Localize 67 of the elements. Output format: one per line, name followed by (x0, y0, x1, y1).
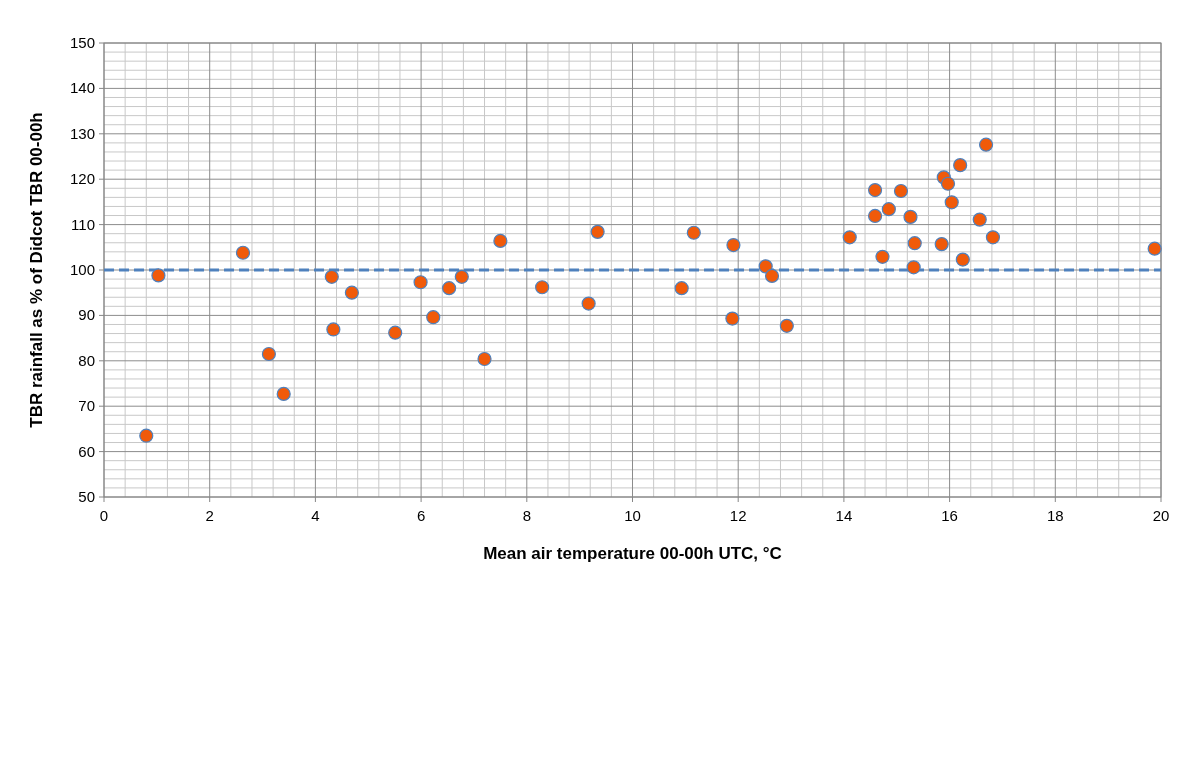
point (725, 311, 740, 326)
y-tick-label: 110 (71, 215, 95, 233)
point (972, 212, 987, 227)
point (235, 245, 251, 260)
point (906, 260, 921, 275)
x-tick-label: 10 (624, 507, 641, 524)
point (1147, 241, 1162, 256)
point (907, 236, 922, 251)
y-tick-label: 130 (69, 124, 95, 142)
point (324, 269, 339, 284)
point (764, 268, 780, 283)
point (940, 176, 956, 191)
y-tick-label: 100 (69, 261, 95, 278)
y-tick-label: 140 (69, 79, 95, 97)
x-tick-label: 14 (835, 507, 853, 524)
point (535, 280, 550, 295)
x-tick-label: 4 (311, 507, 320, 524)
point (674, 281, 689, 296)
y-tick-label: 120 (69, 170, 95, 188)
point (344, 285, 359, 300)
point (758, 259, 773, 274)
x-tick-label: 20 (1152, 507, 1170, 524)
y-tick-label: 70 (78, 397, 95, 415)
point (388, 325, 403, 340)
y-axis-title: TBR rainfall as % of Didcot TBR 00-00h (27, 112, 46, 428)
x-tick-label: 12 (729, 507, 747, 524)
point (955, 252, 970, 267)
x-tick-label: 16 (941, 507, 958, 524)
point (477, 351, 492, 367)
x-tick-label: 8 (522, 507, 531, 524)
y-tick-label: 90 (78, 306, 95, 324)
point (139, 428, 154, 443)
y-tick-label: 60 (78, 442, 95, 460)
point (934, 237, 949, 252)
point (985, 230, 1001, 245)
point (875, 249, 890, 264)
y-tick-label: 80 (78, 351, 95, 369)
y-tick-label: 50 (78, 488, 95, 505)
point (867, 208, 883, 224)
point (413, 275, 428, 290)
point (881, 202, 896, 217)
point (779, 318, 794, 333)
point (978, 137, 994, 152)
point (944, 195, 959, 210)
point (454, 269, 469, 284)
point (953, 158, 968, 173)
point (276, 386, 291, 402)
point (442, 281, 457, 296)
point (493, 233, 508, 249)
x-tick-label: 6 (416, 507, 426, 524)
y-tick-label: 150 (69, 34, 95, 51)
point (581, 296, 596, 311)
point (903, 209, 918, 224)
x-tick-label: 2 (205, 507, 214, 524)
point (842, 230, 857, 245)
point (326, 322, 341, 337)
x-tick-label: 0 (99, 507, 109, 524)
point (686, 225, 701, 240)
x-tick-label: 18 (1046, 507, 1064, 524)
point (261, 346, 276, 362)
point (590, 224, 605, 239)
point (151, 268, 166, 283)
point (726, 237, 741, 253)
point (426, 310, 441, 325)
point (867, 183, 883, 198)
x-axis-title: Mean air temperature 00-00h UTC, °C (483, 544, 782, 563)
point (893, 183, 909, 199)
